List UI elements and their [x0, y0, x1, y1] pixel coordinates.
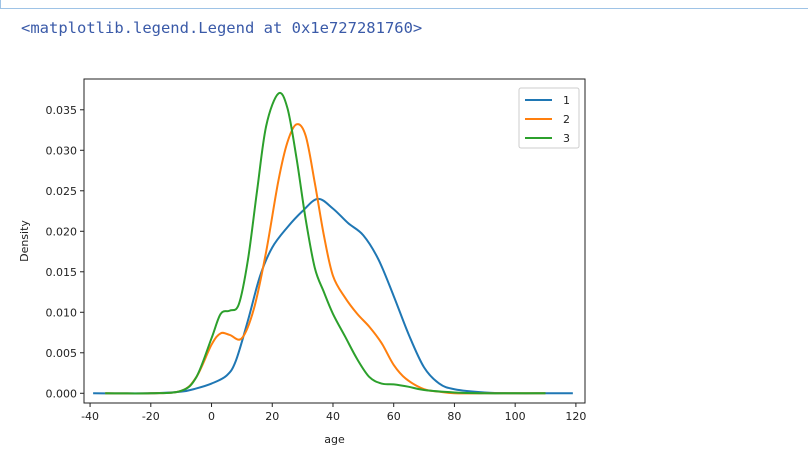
x-tick-label: -20 — [142, 410, 160, 423]
x-axis-label: age — [324, 433, 345, 446]
x-tick-label: -40 — [81, 410, 99, 423]
x-tick-label: 120 — [565, 410, 586, 423]
y-tick-label: 0.030 — [46, 144, 78, 157]
legend-label-3: 3 — [563, 132, 570, 145]
y-tick-label: 0.035 — [46, 104, 78, 117]
output-repr-text: <matplotlib.legend.Legend at 0x1e7272817… — [21, 19, 423, 37]
notebook-cell-border — [0, 0, 808, 9]
legend-label-2: 2 — [563, 113, 570, 126]
series-line-3 — [105, 91, 546, 395]
x-tick-label: 0 — [208, 410, 215, 423]
x-tick-label: 40 — [326, 410, 340, 423]
legend-label-1: 1 — [563, 94, 570, 107]
y-tick-label: 0.015 — [46, 266, 78, 279]
y-axis-label: Density — [18, 220, 31, 262]
x-tick-label: 100 — [505, 410, 526, 423]
x-tick-label: 60 — [387, 410, 401, 423]
y-tick-label: 0.005 — [46, 347, 78, 360]
series-line-2 — [105, 123, 546, 395]
y-tick-label: 0.010 — [46, 306, 78, 319]
y-tick-label: 0.000 — [46, 387, 78, 400]
y-tick-label: 0.020 — [46, 225, 78, 238]
x-tick-label: 80 — [447, 410, 461, 423]
x-tick-label: 20 — [265, 410, 279, 423]
y-tick-label: 0.025 — [46, 185, 78, 198]
plot-area-frame — [83, 78, 586, 404]
series-line-1 — [93, 197, 573, 395]
